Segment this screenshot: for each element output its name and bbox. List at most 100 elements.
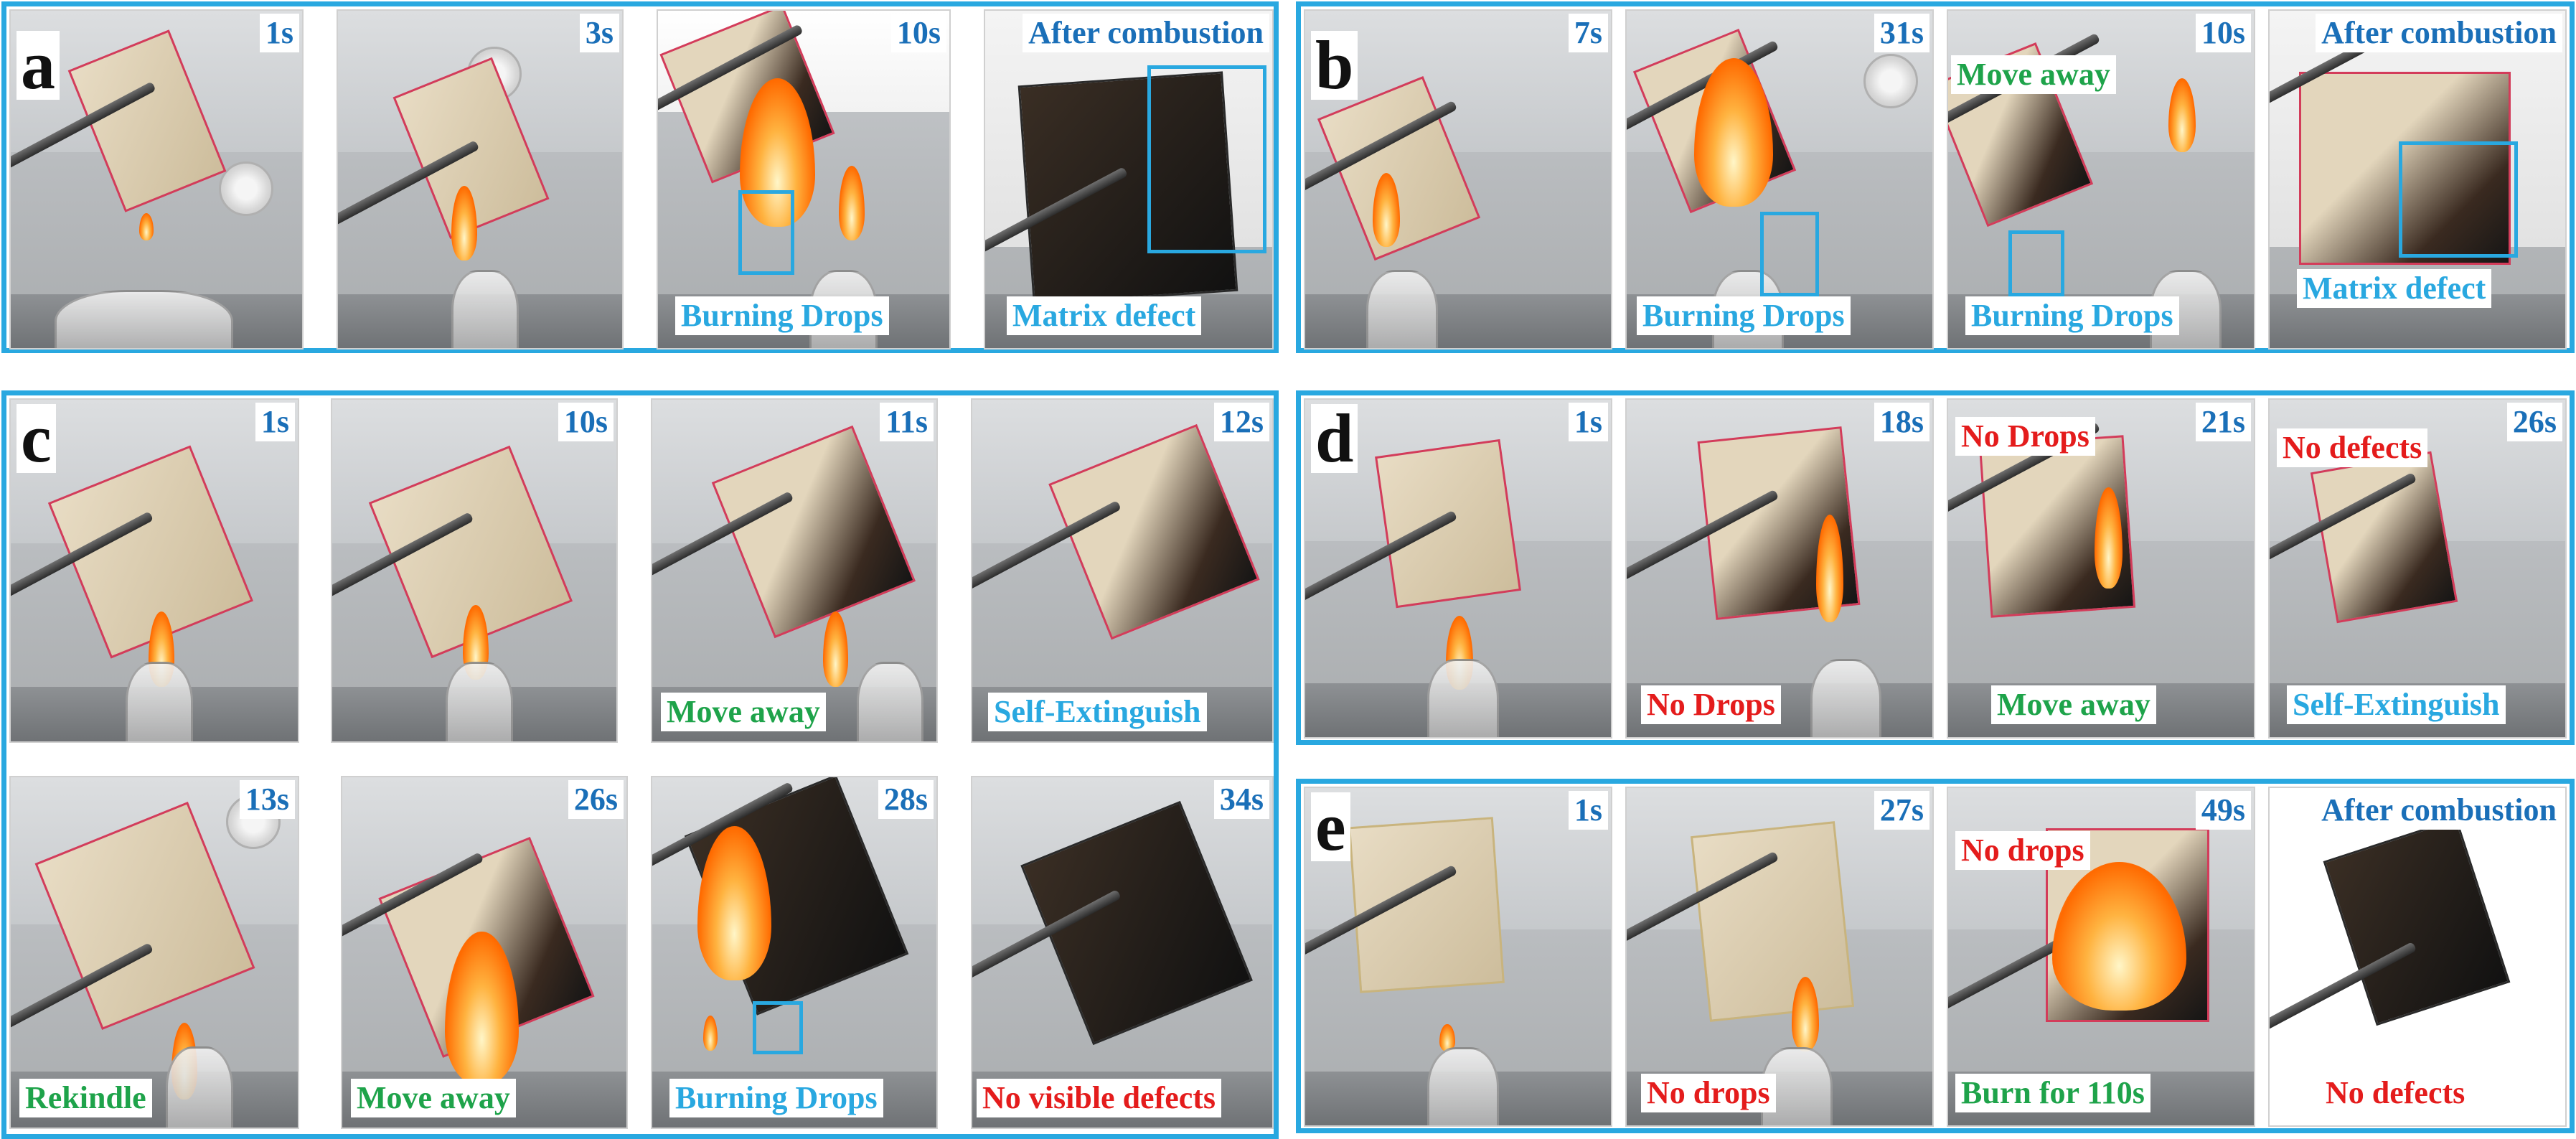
time-label: 26s bbox=[2506, 403, 2562, 441]
flame bbox=[838, 166, 865, 240]
photo-e-3: 49s No drops Burn for 110s bbox=[1947, 787, 2255, 1127]
annotation-label: Burning Drops bbox=[1637, 296, 1851, 335]
time-label: 34s bbox=[1213, 780, 1269, 819]
burning-drops-highlight bbox=[738, 190, 794, 275]
annotation-label: Burning Drops bbox=[675, 296, 889, 335]
photo-c-4: 12s Self-Extinguish bbox=[971, 398, 1274, 743]
annotation-label: Burning Drops bbox=[669, 1079, 883, 1117]
annotation-label: Move away bbox=[1991, 685, 2156, 724]
alcohol-lamp bbox=[1810, 658, 1882, 737]
panel-b: 7s 31s Burning Drops 10s Move away Burni… bbox=[1296, 1, 2575, 353]
photo-b-4: After combustion Matrix defect bbox=[2268, 9, 2567, 350]
flame bbox=[697, 826, 772, 981]
flame bbox=[739, 78, 816, 227]
specimen bbox=[1348, 817, 1505, 993]
alcohol-lamp bbox=[166, 1046, 233, 1128]
flame bbox=[1792, 977, 1820, 1051]
photo-c-5: 13s Rekindle bbox=[9, 776, 299, 1129]
time-label: 1s bbox=[1568, 403, 1608, 441]
time-label: After combustion bbox=[2316, 14, 2562, 52]
flame bbox=[1439, 1024, 1455, 1051]
annotation-label: Burning Drops bbox=[1965, 296, 2179, 335]
alcohol-lamp bbox=[857, 662, 924, 741]
specimen bbox=[2299, 71, 2511, 265]
annotation-label: Rekindle bbox=[19, 1079, 152, 1117]
photo-e-4: After combustion No defects bbox=[2268, 787, 2567, 1127]
flame bbox=[2168, 78, 2196, 153]
photo-d-2: 18s No Drops bbox=[1625, 398, 1934, 739]
alcohol-lamp bbox=[446, 662, 513, 741]
time-label: 11s bbox=[880, 403, 934, 441]
flame bbox=[2095, 487, 2123, 589]
photo-c-6: 26s Move away bbox=[341, 776, 628, 1129]
flame bbox=[822, 611, 849, 687]
photo-b-2: 31s Burning Drops bbox=[1625, 9, 1934, 350]
photo-d-4: 26s No defects Self-Extinguish bbox=[2268, 398, 2567, 739]
panel-letter: b bbox=[1311, 31, 1358, 100]
annotation-label: Matrix defect bbox=[1007, 296, 1202, 335]
alcohol-lamp bbox=[1427, 658, 1500, 737]
specimen bbox=[2310, 451, 2458, 623]
photo-a-3: 10s Burning Drops bbox=[657, 9, 951, 350]
flame bbox=[703, 1015, 718, 1051]
photo-c-1: 1s bbox=[9, 398, 299, 743]
alcohol-lamp bbox=[1366, 269, 1438, 348]
time-label: After combustion bbox=[2316, 791, 2562, 830]
flame bbox=[451, 186, 478, 261]
time-label: After combustion bbox=[1023, 14, 1269, 52]
time-label: 26s bbox=[568, 780, 624, 819]
annotation-label: Move away bbox=[351, 1079, 516, 1117]
annotation-label: No defects bbox=[2277, 428, 2428, 467]
time-label: 21s bbox=[2195, 403, 2251, 441]
time-label: 10s bbox=[2195, 14, 2251, 52]
photo-e-2: 27s No drops bbox=[1625, 787, 1934, 1127]
time-label: 31s bbox=[1874, 14, 1929, 52]
flame bbox=[1372, 172, 1401, 247]
annotation-label: No drops bbox=[1641, 1074, 1776, 1112]
burning-drops-highlight bbox=[2008, 230, 2064, 296]
time-label: 13s bbox=[239, 780, 295, 819]
flame bbox=[444, 931, 519, 1086]
time-label: 49s bbox=[2195, 791, 2251, 830]
photo-a-2: 3s bbox=[337, 9, 624, 350]
time-label: 10s bbox=[558, 403, 614, 441]
time-label: 3s bbox=[579, 14, 619, 52]
time-label: 1s bbox=[1568, 791, 1608, 830]
annotation-label: No Drops bbox=[1955, 417, 2095, 456]
annotation-label: No Drops bbox=[1641, 685, 1781, 724]
annotation-label: Self-Extinguish bbox=[2287, 685, 2506, 724]
annotation-label: No drops bbox=[1955, 831, 2090, 870]
matrix-defect-highlight bbox=[1147, 65, 1266, 253]
flame bbox=[1693, 57, 1774, 207]
time-label: 27s bbox=[1874, 791, 1929, 830]
panel-e: 1s 27s No drops 49s No drops Burn for 11… bbox=[1296, 779, 2575, 1133]
panel-letter: c bbox=[17, 404, 56, 473]
photo-e-1: 1s bbox=[1304, 787, 1612, 1127]
photo-c-7: 28s Burning Drops bbox=[651, 776, 938, 1129]
specimen bbox=[2323, 817, 2511, 1026]
photo-c-8: 34s No visible defects bbox=[971, 776, 1274, 1129]
annotation-label: Move away bbox=[1951, 55, 2116, 94]
time-label: 1s bbox=[259, 14, 299, 52]
annotation-label: Move away bbox=[661, 693, 826, 731]
alcohol-lamp bbox=[451, 269, 519, 348]
photo-a-4: After combustion Matrix defect bbox=[984, 9, 1274, 350]
photo-c-2: 10s bbox=[331, 398, 618, 743]
time-label: 18s bbox=[1874, 403, 1929, 441]
annotation-label: No visible defects bbox=[977, 1079, 1222, 1117]
annotation-label: Self-Extinguish bbox=[988, 693, 1207, 731]
time-label: 10s bbox=[890, 14, 946, 52]
matrix-defect-highlight bbox=[2399, 141, 2518, 258]
time-label: 12s bbox=[1213, 403, 1269, 441]
flame bbox=[2051, 862, 2187, 1011]
annotation-label: No defects bbox=[2320, 1074, 2471, 1112]
panel-a: 1s 3s 10s Burning Drops After combustion… bbox=[1, 1, 1279, 353]
annotation-label: Burn for 110s bbox=[1955, 1074, 2150, 1112]
photo-d-3: 21s No Drops Move away bbox=[1947, 398, 2255, 739]
alcohol-lamp bbox=[1427, 1046, 1500, 1125]
panel-letter: a bbox=[17, 31, 60, 100]
panel-d: 1s 18s No Drops 21s No Drops Move away 2… bbox=[1296, 390, 2575, 745]
panel-letter: e bbox=[1311, 792, 1350, 861]
alcohol-lamp bbox=[126, 662, 193, 741]
burning-drops-highlight bbox=[753, 1001, 803, 1054]
